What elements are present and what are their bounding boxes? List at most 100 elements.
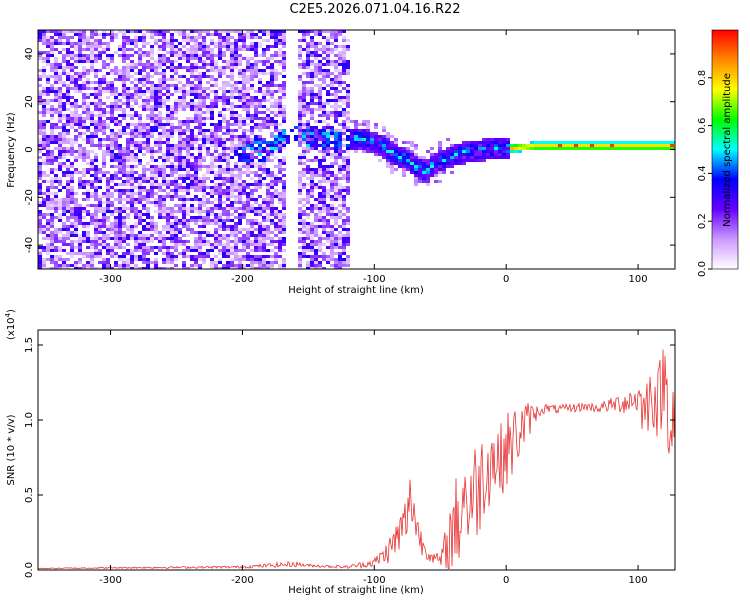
heatmap-cell [314, 240, 318, 243]
heatmap-cell [238, 45, 242, 48]
heatmap-cell [342, 159, 346, 162]
heatmap-cell [210, 54, 214, 57]
heatmap-cell [198, 147, 202, 150]
x-tick-label: -100 [363, 274, 386, 285]
heatmap-cell [318, 99, 322, 102]
heatmap-cell [334, 45, 338, 48]
heatmap-cell [146, 132, 150, 135]
heatmap-cell [166, 180, 170, 183]
heatmap-cell [70, 243, 74, 246]
heatmap-cell [342, 243, 346, 246]
heatmap-cell [94, 60, 98, 63]
heatmap-cell [194, 111, 198, 114]
heatmap-cell [194, 198, 198, 201]
heatmap-cell [426, 159, 430, 162]
heatmap-cell [50, 111, 54, 114]
heatmap-cell [346, 216, 350, 219]
heatmap-cell [222, 222, 226, 225]
heatmap-cell [214, 216, 218, 219]
heatmap-cell [122, 165, 126, 168]
heatmap-cell [306, 246, 310, 249]
heatmap-cell [230, 204, 234, 207]
heatmap-cell [314, 120, 318, 123]
heatmap-cell [114, 261, 118, 264]
heatmap-cell [230, 156, 234, 159]
heatmap-cell [234, 225, 238, 228]
heatmap-cell [334, 75, 338, 78]
heatmap-cell [66, 120, 70, 123]
heatmap-cell [102, 132, 106, 135]
heatmap-cell [86, 45, 90, 48]
heatmap-cell [66, 219, 70, 222]
heatmap-cell [354, 147, 358, 150]
heatmap-cell [38, 36, 42, 39]
heatmap-cell [130, 234, 134, 237]
heatmap-cell [282, 261, 286, 264]
heatmap-cell [230, 45, 234, 48]
heatmap-cell [118, 72, 122, 75]
heatmap-cell [138, 30, 142, 33]
heatmap-cell [402, 174, 406, 177]
heatmap-cell [146, 123, 150, 126]
heatmap-cell [594, 147, 598, 150]
heatmap-cell [270, 90, 274, 93]
heatmap-cell [534, 147, 538, 150]
heatmap-cell [338, 240, 342, 243]
heatmap-cell [326, 126, 330, 129]
heatmap-cell [46, 99, 50, 102]
heatmap-cell [278, 165, 282, 168]
heatmap-cell [342, 195, 346, 198]
heatmap-cell [102, 171, 106, 174]
heatmap-cell [394, 147, 398, 150]
heatmap-cell [218, 99, 222, 102]
heatmap-cell [262, 165, 266, 168]
heatmap-cell [202, 102, 206, 105]
heatmap-cell [174, 129, 178, 132]
heatmap-cell [262, 246, 266, 249]
heatmap-cell [218, 72, 222, 75]
heatmap-cell [242, 45, 246, 48]
heatmap-cell [42, 102, 46, 105]
heatmap-cell [446, 156, 450, 159]
heatmap-cell [46, 192, 50, 195]
heatmap-cell [298, 123, 302, 126]
heatmap-cell [158, 48, 162, 51]
heatmap-cell [38, 39, 42, 42]
heatmap-cell [330, 147, 334, 150]
heatmap-cell [54, 42, 58, 45]
heatmap-cell [486, 141, 490, 144]
heatmap-cell [138, 120, 142, 123]
heatmap-cell [142, 267, 146, 269]
heatmap-cell [318, 168, 322, 171]
heatmap-cell [70, 147, 74, 150]
heatmap-cell [206, 249, 210, 252]
heatmap-cell [190, 30, 194, 33]
heatmap-cell [210, 39, 214, 42]
heatmap-cell [322, 111, 326, 114]
heatmap-cell [238, 183, 242, 186]
heatmap-cell [318, 150, 322, 153]
heatmap-cell [202, 144, 206, 147]
heatmap-cell [106, 246, 110, 249]
heatmap-cell [70, 105, 74, 108]
heatmap-cell [266, 48, 270, 51]
heatmap-cell [130, 261, 134, 264]
heatmap-cell [158, 135, 162, 138]
heatmap-cell [158, 120, 162, 123]
heatmap-cell [266, 72, 270, 75]
heatmap-cell [242, 129, 246, 132]
heatmap-cell [274, 216, 278, 219]
heatmap-cell [38, 267, 42, 269]
heatmap-cell [414, 180, 418, 183]
heatmap-cell [142, 171, 146, 174]
heatmap-cell [234, 105, 238, 108]
heatmap-cell [214, 84, 218, 87]
heatmap-cell [58, 267, 62, 269]
heatmap-cell [174, 237, 178, 240]
heatmap-cell [174, 105, 178, 108]
heatmap-cell [154, 198, 158, 201]
heatmap-cell [174, 45, 178, 48]
heatmap-cell [378, 153, 382, 156]
heatmap-cell [110, 159, 114, 162]
heatmap-cell [278, 42, 282, 45]
